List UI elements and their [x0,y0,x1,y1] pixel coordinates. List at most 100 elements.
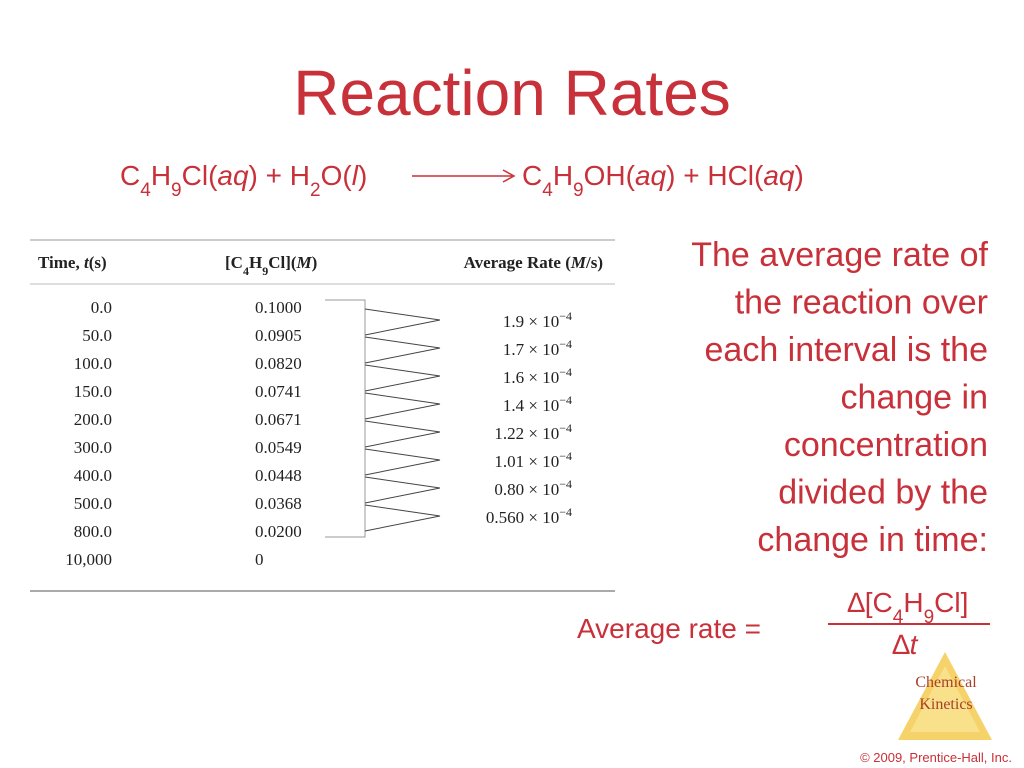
table-header: Time, t(s) [38,253,107,272]
time-cell: 400.0 [74,466,112,485]
table-header: [C4H9Cl](M) [225,253,317,278]
header-part: H [249,253,262,272]
rate-cell: 1.01 × 10−4 [494,449,572,471]
equation-right: C4H9OH(aq) + HCl(aq) [522,160,804,201]
eq-state: aq [217,160,249,191]
header-part: [C [225,253,243,272]
rate-base: 1.01 × 10 [494,452,559,471]
concentration-cell: 0.0368 [255,494,302,513]
header-part: t [84,253,90,272]
table-body: 0.0 0.1000 50.0 0.0905 100.0 0.0820 150.0 0.074… [65,298,572,569]
table-header: Average Rate (M/s) [464,253,603,272]
time-cell: 10,000 [65,550,112,569]
eq-sub: 9 [171,180,182,201]
formula-numerator: ∆[C4H9Cl] [848,587,969,628]
interval-connector [364,308,441,336]
eq-part: H [151,160,171,191]
interval-connector [364,504,441,532]
rate-cell: 0.80 × 10−4 [494,477,572,499]
logo-text: Chemical [915,674,977,691]
num-sub: 4 [893,607,904,628]
rate-base: 1.22 × 10 [494,424,559,443]
interval-connector [364,364,441,392]
description-line: the reaction over [735,284,988,322]
eq-part: O( [321,160,353,191]
time-cell: 500.0 [74,494,112,513]
rate-base: 0.560 × 10 [486,508,559,527]
den-part: t [910,629,919,660]
header-part: /s) [585,253,603,272]
header-part: Cl]( [268,253,297,272]
logo-text: Kinetics [919,696,972,713]
logo-triangle-inner [910,666,980,732]
rate-exponent: −4 [559,365,572,379]
eq-sub: 4 [542,180,553,201]
rate-base: 1.9 × 10 [503,312,559,331]
description-line: The average rate of [691,236,988,274]
rate-exponent: −4 [559,337,572,351]
concentration-cell: 0.1000 [255,298,302,317]
time-cell: 150.0 [74,382,112,401]
description-line: change in time: [757,521,988,559]
equation-left: C4H9Cl(aq) + H2O(l) [120,160,367,201]
rate-cell: 1.9 × 10−4 [503,309,572,331]
rate-exponent: −4 [559,309,572,323]
interval-connector [364,448,441,476]
time-cell: 0.0 [91,298,112,317]
time-cell: 300.0 [74,438,112,457]
rate-base: 1.6 × 10 [503,368,559,387]
rate-cell: 0.560 × 10−4 [486,505,572,527]
header-sub: 4 [243,264,249,278]
rate-base: 1.7 × 10 [503,340,559,359]
concentration-cell: 0.0820 [255,354,302,373]
time-cell: 200.0 [74,410,112,429]
num-part: Cl] [934,587,968,618]
rate-base: 1.4 × 10 [503,396,559,415]
eq-state: aq [635,160,667,191]
time-cell: 100.0 [74,354,112,373]
concentration-cell: 0.0671 [255,410,302,429]
description: The average rate of the reaction over each… [691,236,988,559]
title: Reaction Rates [293,57,731,129]
header-part: (s) [89,253,107,272]
den-part: ∆ [893,629,911,660]
concentration-cell: 0 [255,550,264,569]
copyright: © 2009, Prentice-Hall, Inc. [860,750,1012,765]
concentration-cell: 0.0549 [255,438,302,457]
header-part: Average Rate ( [464,253,572,272]
num-part: H [903,587,923,618]
description-line: change in [841,379,988,417]
num-sub: 9 [924,607,935,628]
rate-exponent: −4 [559,505,572,519]
rate-cell: 1.6 × 10−4 [503,365,572,387]
arrow-head [502,169,516,183]
formula-denominator: ∆t [893,629,919,660]
concentration-cell: 0.0448 [255,466,302,485]
time-cell: 800.0 [74,522,112,541]
header-part: M [296,253,313,272]
interval-connector [364,336,441,364]
eq-part: Cl( [182,160,218,191]
eq-sub: 9 [573,180,584,201]
rate-exponent: −4 [559,421,572,435]
rate-base: 0.80 × 10 [494,480,559,499]
eq-state: aq [763,160,795,191]
concentration-cell: 0.0200 [255,522,302,541]
rate-exponent: −4 [559,449,572,463]
eq-sub: 2 [310,180,321,201]
eq-part: ) + HCl( [666,160,764,191]
interval-connector [364,420,441,448]
eq-part: C [120,160,140,191]
eq-part: OH( [584,160,636,191]
num-part: ∆[C [848,587,893,618]
formula-label: Average rate = [577,613,761,644]
header-part: Time, [38,253,84,272]
header-part: ) [312,253,318,272]
description-line: divided by the [778,474,988,512]
bracket [325,299,366,538]
concentration-cell: 0.0741 [255,382,302,401]
interval-connector [364,476,441,504]
eq-part: ) [795,160,804,191]
header-sub: 9 [262,264,268,278]
